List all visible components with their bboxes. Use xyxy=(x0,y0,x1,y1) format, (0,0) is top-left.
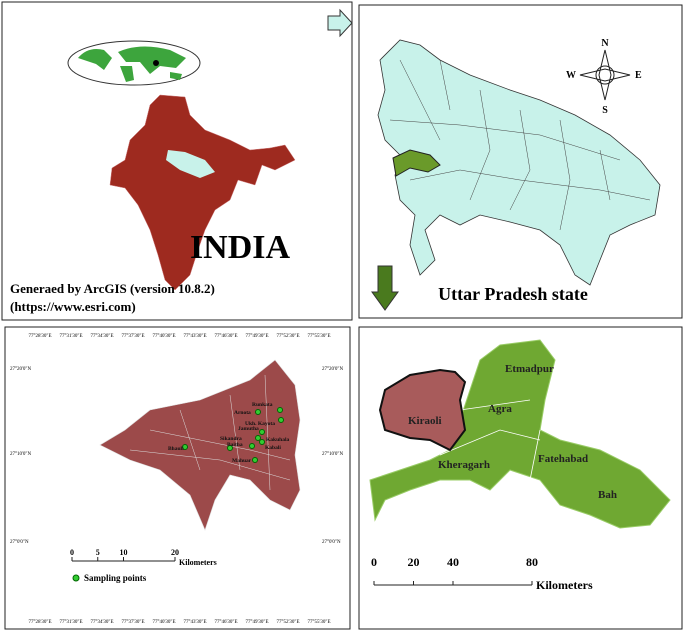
lon-label: 77°34'30"E xyxy=(91,334,114,339)
site-label: Sikandra xyxy=(220,436,242,442)
scale-unit: Kilometers xyxy=(179,558,217,567)
india-label: INDIA xyxy=(190,229,291,266)
tehsil-borders xyxy=(439,399,541,481)
sampling-point xyxy=(277,407,283,413)
tehsil-label: Bah xyxy=(598,489,617,501)
tehsil-label: Etmadpur xyxy=(505,363,554,375)
lon-label: 77°40'30"E xyxy=(153,620,176,625)
tehsil-label: Fatehabad xyxy=(538,453,588,465)
scale-label: 5 xyxy=(96,548,100,557)
lon-label: 77°55'30"E xyxy=(308,620,331,625)
scale-label: 40 xyxy=(447,555,459,569)
compass-label: S xyxy=(602,105,608,116)
legend-marker xyxy=(72,574,80,582)
panel-frame xyxy=(358,326,683,630)
lon-label: 77°46'30"E xyxy=(215,334,238,339)
compass-label: E xyxy=(635,70,642,81)
sampling-point xyxy=(259,439,265,445)
lat-label: 27°20'0"N xyxy=(322,367,343,372)
lat-label: 27°10'0"N xyxy=(10,452,31,457)
arrow-down xyxy=(371,265,399,311)
sampling-point xyxy=(259,429,265,435)
credit-text: Generaed by ArcGIS (version 10.8.2) xyxy=(10,281,215,296)
lon-label: 77°46'30"E xyxy=(215,620,238,625)
india-locator xyxy=(153,60,159,66)
scale-label: 80 xyxy=(526,555,538,569)
up-title: Uttar Pradesh state xyxy=(438,284,588,304)
lon-label: 77°55'30"E xyxy=(308,334,331,339)
site-label: Kabali xyxy=(265,445,281,451)
tehsil-label: Kiraoli xyxy=(408,415,442,427)
lon-label: 77°37'30"E xyxy=(122,620,145,625)
agra-highlight xyxy=(392,149,441,177)
panel-frame xyxy=(1,1,353,321)
sampling-point xyxy=(249,443,255,449)
lon-label: 77°34'30"E xyxy=(91,620,114,625)
panel-frame xyxy=(4,326,351,630)
lon-label: 77°43'30"E xyxy=(184,620,207,625)
scale-label: 0 xyxy=(371,555,377,569)
sampling-point xyxy=(278,417,284,423)
india-map xyxy=(109,94,296,291)
sampling-point xyxy=(255,435,261,441)
site-label: Ukh. Kayota xyxy=(245,421,275,427)
lon-label: 77°28'30"E xyxy=(29,334,52,339)
lon-label: 77°52'30"E xyxy=(277,620,300,625)
lon-label: 77°49'30"E xyxy=(246,334,269,339)
compass-label: N xyxy=(601,38,609,49)
district-lines xyxy=(389,59,651,231)
sampling-point xyxy=(182,444,188,450)
lat-label: 27°20'0"N xyxy=(10,367,31,372)
compass-label: W xyxy=(566,70,576,81)
compass xyxy=(579,49,631,101)
site-label: Arnota xyxy=(234,410,251,416)
village-lines xyxy=(129,374,291,491)
lat-label: 27°10'0"N xyxy=(322,452,343,457)
sampling-point xyxy=(252,457,258,463)
agra-district-map xyxy=(99,359,301,531)
panel-frame xyxy=(358,4,683,319)
site-label: Jamutha xyxy=(238,426,259,432)
legend-label: Sampling points xyxy=(84,573,147,583)
site-label: Mahuar xyxy=(232,458,252,464)
kiraoli-highlight xyxy=(378,368,467,452)
up-highlight xyxy=(166,150,215,178)
lon-label: 77°52'30"E xyxy=(277,334,300,339)
lon-label: 77°37'30"E xyxy=(122,334,145,339)
lat-label: 27°0'0"N xyxy=(10,540,29,545)
lon-label: 77°40'30"E xyxy=(153,334,176,339)
scale-label: 10 xyxy=(120,548,128,557)
lon-label: 77°31'30"E xyxy=(60,334,83,339)
tehsil-label: Kheragarh xyxy=(438,459,490,471)
site-label: Baitha xyxy=(227,442,243,448)
scale-label: 20 xyxy=(408,555,420,569)
sampling-point xyxy=(255,409,261,415)
lon-label: 77°31'30"E xyxy=(60,620,83,625)
scale-unit: Kilometers xyxy=(536,578,593,592)
sampling-point xyxy=(227,445,233,451)
scale-label: 20 xyxy=(171,548,179,557)
tehsil-label: Agra xyxy=(488,403,512,415)
site-label: Kakuhala xyxy=(266,437,289,443)
credit-text: (https://www.esri.com) xyxy=(10,299,136,314)
site-label: Runkata xyxy=(252,402,273,408)
lon-label: 77°28'30"E xyxy=(29,620,52,625)
lat-label: 27°0'0"N xyxy=(322,540,341,545)
site-label: Bhauli xyxy=(168,446,184,452)
arrow-right xyxy=(327,8,353,38)
lon-label: 77°43'30"E xyxy=(184,334,207,339)
lon-label: 77°49'30"E xyxy=(246,620,269,625)
tehsil-map xyxy=(369,339,671,529)
scale-label: 0 xyxy=(70,548,74,557)
world-land xyxy=(78,46,186,82)
